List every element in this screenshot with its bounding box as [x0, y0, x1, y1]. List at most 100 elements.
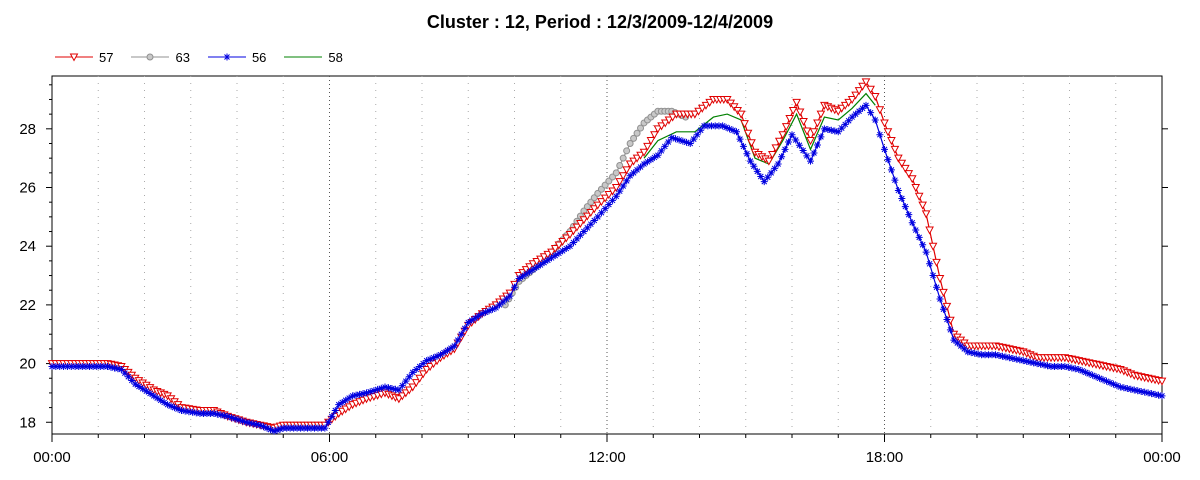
data-point-marker — [150, 392, 158, 400]
data-point-marker — [342, 396, 350, 404]
legend-swatch — [131, 53, 170, 61]
legend-item-58: 58 — [284, 50, 343, 65]
data-point-marker — [1030, 359, 1038, 367]
data-point-marker — [625, 160, 635, 169]
data-point-marker — [700, 122, 708, 130]
data-point-marker — [146, 390, 154, 398]
data-point-marker — [544, 256, 552, 264]
data-point-marker — [922, 248, 930, 256]
data-point-marker — [590, 194, 598, 202]
data-point-marker — [63, 363, 71, 371]
data-point-marker — [157, 396, 165, 404]
data-point-marker — [395, 386, 403, 394]
legend-swatch — [284, 56, 323, 58]
data-point-marker — [1037, 360, 1045, 368]
data-point-marker — [936, 295, 944, 303]
data-point-marker — [454, 336, 462, 344]
data-point-marker — [167, 402, 175, 410]
data-point-marker — [273, 426, 281, 434]
data-point-marker — [579, 216, 589, 225]
data-point-marker — [359, 390, 367, 398]
data-point-marker — [844, 98, 853, 107]
data-point-marker — [967, 349, 975, 357]
data-point-marker — [1016, 356, 1024, 364]
data-point-marker — [854, 87, 864, 96]
data-point-marker — [726, 125, 734, 133]
data-point-marker — [231, 415, 239, 423]
chart-title: Cluster : 12, Period : 12/3/2009-12/4/20… — [426, 12, 774, 32]
data-point-marker — [242, 418, 250, 426]
data-point-marker — [817, 133, 825, 141]
data-point-marker — [1082, 368, 1090, 376]
data-point-marker — [573, 235, 581, 243]
data-point-marker — [71, 363, 79, 371]
data-point-marker — [604, 191, 614, 200]
data-point-marker — [135, 382, 143, 390]
data-point-marker — [478, 310, 486, 318]
data-point-marker — [422, 365, 431, 374]
data-point-marker — [529, 266, 537, 274]
data-point-marker — [217, 411, 225, 419]
data-point-marker — [506, 292, 514, 300]
data-point-marker — [547, 248, 556, 257]
data-point-marker — [1061, 363, 1069, 371]
data-point-marker — [630, 134, 638, 142]
data-point-marker — [785, 138, 793, 146]
data-point-marker — [519, 272, 527, 280]
data-point-marker — [576, 231, 584, 239]
data-point-marker — [457, 330, 465, 338]
legend-item-57: 57 — [55, 50, 113, 65]
data-point-marker — [616, 187, 624, 195]
data-point-marker — [795, 108, 805, 117]
data-point-marker — [260, 423, 268, 431]
data-point-marker — [827, 126, 835, 134]
data-point-marker — [540, 259, 548, 267]
data-point-marker — [1116, 383, 1124, 391]
data-point-marker — [526, 268, 534, 276]
data-point-marker — [1005, 354, 1013, 362]
data-point-marker — [558, 238, 567, 247]
data-point-marker — [711, 122, 719, 130]
data-point-marker — [858, 82, 867, 91]
data-point-marker — [774, 137, 784, 146]
data-point-marker — [482, 308, 490, 316]
data-point-marker — [253, 420, 261, 428]
data-point-marker — [104, 363, 111, 371]
data-point-marker — [622, 166, 631, 175]
data-point-marker — [757, 173, 765, 181]
data-point-marker — [533, 263, 541, 271]
legend-swatch — [55, 53, 93, 62]
data-point-marker — [881, 145, 888, 153]
data-point-marker — [831, 127, 839, 135]
data-point-marker — [550, 245, 560, 254]
data-point-marker — [683, 138, 691, 146]
data-point-marker — [551, 252, 559, 260]
data-point-marker — [894, 154, 903, 163]
data-point-marker — [411, 379, 421, 388]
data-point-marker — [608, 187, 617, 196]
data-point-marker — [1078, 367, 1086, 375]
data-point-marker — [615, 178, 625, 187]
data-point-marker — [398, 382, 406, 390]
data-point-marker — [781, 123, 791, 132]
data-point-marker — [185, 408, 193, 416]
data-point-marker — [935, 274, 945, 284]
data-point-marker — [164, 401, 172, 409]
data-point-marker — [838, 124, 846, 132]
data-point-marker — [859, 104, 867, 112]
data-point-marker — [213, 410, 221, 418]
data-point-marker — [660, 119, 670, 128]
data-point-marker — [110, 364, 118, 372]
data-point-marker — [852, 110, 860, 118]
data-point-marker — [227, 414, 235, 422]
data-point-marker — [840, 101, 850, 110]
data-point-marker — [270, 427, 278, 435]
legend-item-63: 63 — [131, 50, 190, 65]
data-point-marker — [580, 228, 588, 236]
data-point-marker — [589, 205, 599, 214]
data-point-marker — [52, 363, 60, 371]
data-point-marker — [921, 210, 931, 219]
data-point-marker — [56, 363, 64, 371]
x-tick-label: 06:00 — [311, 449, 349, 466]
